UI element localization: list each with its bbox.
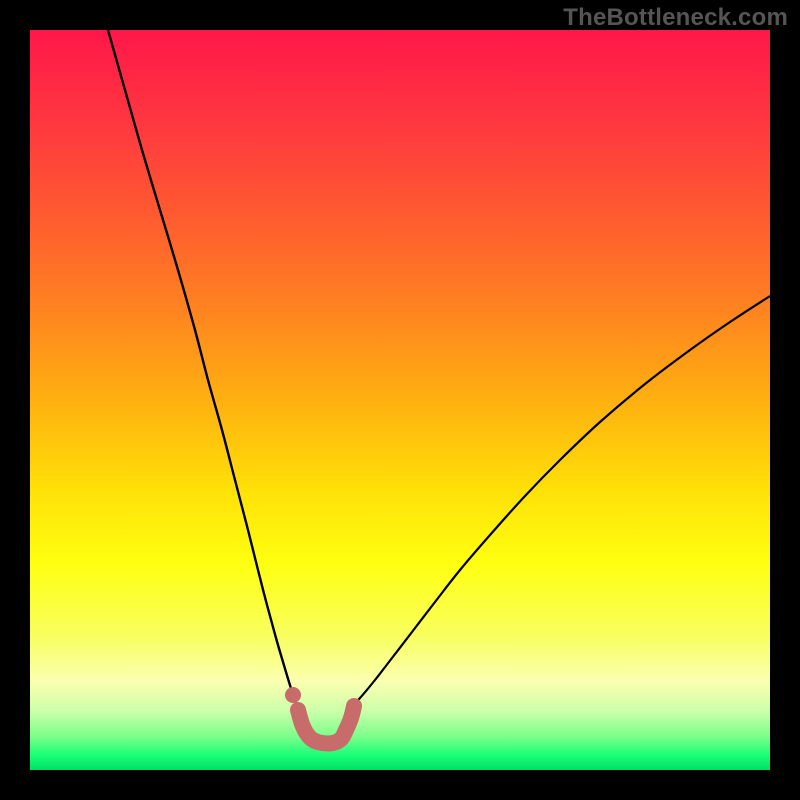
chart-stage: TheBottleneck.com bbox=[0, 0, 800, 800]
bottleneck-chart bbox=[0, 0, 800, 800]
bottleneck-highlight-dot bbox=[285, 687, 301, 703]
plot-background bbox=[30, 30, 770, 770]
watermark-text: TheBottleneck.com bbox=[563, 4, 788, 32]
